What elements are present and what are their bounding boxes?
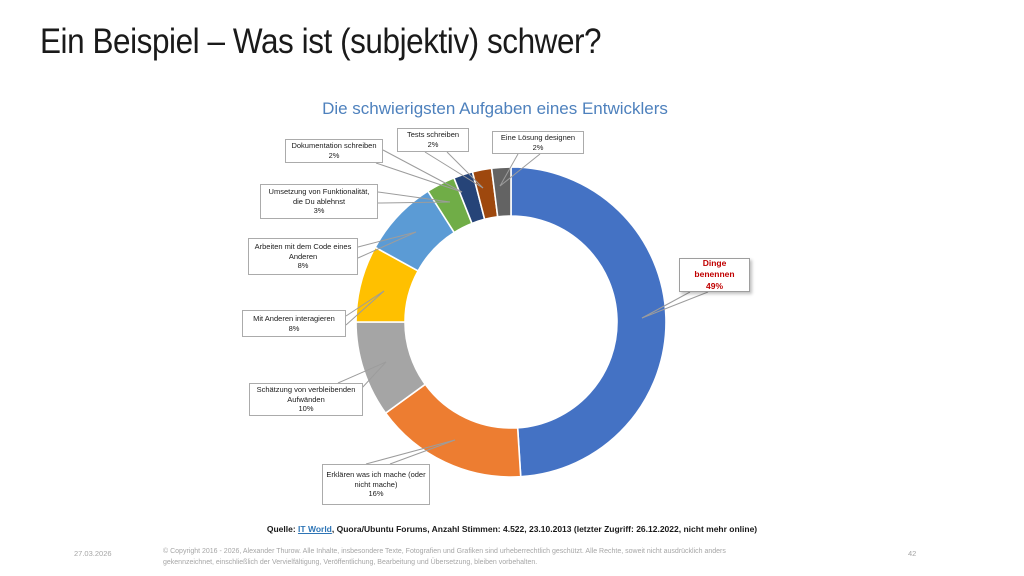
footer-copyright-line1: © Copyright 2016 - 2026, Alexander Thuro… [163, 548, 726, 555]
callout-percent: 10% [298, 404, 314, 414]
callout-eine-loesung-designen: Eine Lösung designen 2% [492, 131, 584, 154]
donut-segment-eine-lösung-designen [490, 166, 512, 218]
chart-title: Die schwierigsten Aufgaben eines Entwick… [322, 99, 668, 118]
callout-leader-line [345, 290, 385, 326]
source-link[interactable]: IT World [298, 524, 332, 534]
callout-percent: 8% [288, 323, 300, 333]
callout-dinge-benennen: Dinge benennen 49% [679, 258, 750, 292]
callout-label: Umsetzung von Funktionalität, die Du abl… [268, 186, 370, 206]
footer-copyright-line2: gekennzeichnet, einschließlich der Vervi… [163, 558, 538, 566]
donut-segment-tests-schreiben [471, 167, 499, 221]
callout-percent: 2% [328, 151, 340, 160]
callout-leader-line [337, 361, 387, 384]
donut-segment-schätzung-von-verbleibenden-aufwänden [355, 321, 427, 415]
source-suffix: , Quora/Ubuntu Forums, Anzahl Stimmen: 4… [331, 524, 758, 534]
callout-leader-line [357, 231, 417, 248]
callout-leader-line [446, 151, 484, 189]
callout-leader-line [377, 191, 451, 203]
donut-segment-mit-anderen-interagieren [355, 246, 420, 323]
callout-arbeiten-mit-dem-code-eines-anderen: Arbeiten mit dem Code eines Anderen 8% [248, 238, 358, 275]
callout-erklaeren-was-ich-mache: Erklären was ich mache (oder nicht mache… [322, 464, 430, 505]
callout-label: Tests schreiben [406, 130, 460, 140]
callout-percent: 3% [313, 206, 325, 216]
callout-leader-line [345, 290, 385, 317]
callout-label: Mit Anderen interagieren [253, 313, 335, 323]
callout-leader-line [424, 151, 484, 189]
callout-umsetzung-von-funktionalitaet: Umsetzung von Funktionalität, die Du abl… [260, 184, 378, 219]
callout-leader-line [389, 439, 456, 465]
donut-segment-arbeiten-mit-dem-code-eines-anderen [374, 190, 456, 273]
callout-leader-line [499, 153, 541, 187]
callout-schaetzung-von-verbleibenden-aufwaenden: Schätzung von verbleibenden Aufwänden 10… [249, 383, 363, 416]
callout-percent: 16% [368, 489, 384, 499]
callout-percent: 49% [705, 280, 723, 291]
callout-label: Erklären was ich mache (oder nicht mache… [326, 469, 426, 489]
callout-label: Schätzung von verbleibenden Aufwänden [256, 384, 356, 404]
callout-leader-line [499, 153, 519, 187]
callout-mit-anderen-interagieren: Mit Anderen interagieren 8% [242, 310, 346, 337]
footer-date: 27.03.2026 [74, 549, 112, 558]
callout-tests-schreiben: Tests schreiben 2% [397, 128, 469, 152]
callout-label: Eine Lösung designen [500, 132, 576, 142]
callout-percent: 2% [427, 140, 439, 149]
source-line: Quelle: IT World, Quora/Ubuntu Forums, A… [0, 524, 1024, 534]
callout-leader-line [360, 361, 387, 390]
callout-leader-line [365, 439, 456, 465]
callout-percent: 2% [532, 142, 544, 152]
callout-label: Dinge benennen [694, 258, 735, 280]
callout-leader-line [375, 162, 463, 193]
callout-percent: 8% [297, 261, 309, 271]
source-prefix: Quelle: [266, 524, 299, 534]
donut-segment-dinge-benennen [510, 166, 667, 478]
donut-segment-umsetzung-von-funktionalität-die-du-ablehnst [426, 176, 474, 234]
callout-label: Dokumentation schreiben [291, 141, 377, 151]
footer-page-number: 42 [908, 549, 917, 558]
donut-segment-dokumentation-schreiben [452, 170, 486, 225]
callout-leader-line [377, 201, 451, 204]
callout-leader-line [641, 291, 691, 319]
callout-leader-line [641, 291, 709, 319]
callout-leader-line [382, 149, 463, 193]
callout-label: Arbeiten mit dem Code eines Anderen [254, 241, 352, 261]
slide-title: Ein Beispiel – Was ist (subjektiv) schwe… [40, 22, 602, 61]
callout-leader-line [357, 231, 417, 259]
footer-copyright: © Copyright 2016 - 2026, Alexander Thuro… [163, 547, 863, 569]
callout-dokumentation-schreiben: Dokumentation schreiben 2% [285, 139, 383, 163]
